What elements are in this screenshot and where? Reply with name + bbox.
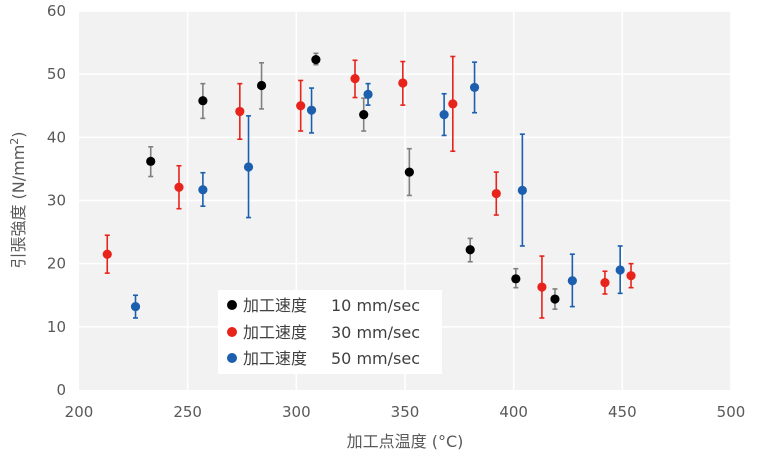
data-point — [517, 185, 527, 195]
y-tick-label: 0 — [56, 381, 66, 399]
y-tick-label: 40 — [47, 128, 66, 146]
data-point — [615, 265, 625, 275]
y-tick-label: 20 — [47, 255, 66, 273]
legend-box — [218, 290, 442, 374]
legend: 加工速度 10 mm/sec 加工速度 30 mm/sec 加工速度 50 mm… — [218, 290, 442, 374]
data-point — [448, 99, 458, 109]
legend-label-50-prefix: 加工速度 — [243, 349, 307, 368]
data-point — [404, 167, 414, 177]
y-axis-title-superscript: 2 — [8, 138, 21, 145]
x-axis-ticks: 200 250 300 350 400 450 500 — [65, 403, 746, 421]
data-point — [439, 109, 449, 120]
x-tick-label: 500 — [717, 403, 746, 421]
data-point — [296, 101, 306, 111]
x-tick-label: 350 — [391, 403, 420, 421]
data-point — [243, 162, 254, 172]
data-point — [198, 185, 208, 195]
legend-marker-10 — [227, 300, 237, 310]
data-point — [198, 96, 208, 106]
data-point — [550, 294, 560, 304]
gridlines — [79, 10, 732, 390]
data-point — [398, 78, 408, 88]
data-point — [465, 245, 475, 255]
legend-label-10-value: 10 mm/sec — [331, 296, 420, 315]
y-axis-title: 引張強度 (N/mm2) — [8, 131, 28, 268]
data-point — [363, 89, 373, 99]
data-point — [469, 82, 480, 93]
x-axis-title: 加工点温度 (°C) — [347, 432, 464, 451]
data-point — [174, 182, 184, 192]
data-point — [567, 276, 577, 286]
x-tick-label: 450 — [608, 403, 637, 421]
data-point — [130, 302, 141, 312]
legend-label-30-prefix: 加工速度 — [243, 323, 307, 342]
data-point — [537, 282, 547, 292]
y-tick-label: 30 — [47, 192, 66, 210]
data-point — [626, 271, 636, 281]
y-tick-label: 60 — [47, 2, 66, 20]
data-point — [306, 105, 317, 115]
data-point — [600, 278, 610, 288]
data-point — [491, 188, 501, 199]
legend-label-10-prefix: 加工速度 — [243, 296, 307, 315]
data-point — [359, 109, 369, 120]
x-tick-label: 250 — [173, 403, 202, 421]
legend-marker-30 — [227, 327, 237, 337]
y-tick-label: 10 — [47, 318, 66, 336]
legend-label-30-value: 30 mm/sec — [331, 323, 420, 342]
data-point — [235, 106, 245, 117]
data-point — [311, 55, 321, 65]
data-point — [146, 156, 156, 166]
y-axis-title-main: 引張強度 (N/mm — [9, 145, 28, 269]
legend-label-50-value: 50 mm/sec — [331, 349, 420, 368]
data-markers — [102, 55, 636, 312]
x-tick-label: 300 — [282, 403, 311, 421]
x-tick-label: 200 — [65, 403, 94, 421]
x-tick-label: 400 — [499, 403, 528, 421]
y-tick-label: 50 — [47, 65, 66, 83]
data-point — [511, 274, 521, 284]
y-axis-title-tail: ) — [9, 131, 28, 137]
data-point — [350, 73, 360, 84]
y-axis-ticks: 0 10 20 30 40 50 60 — [47, 2, 66, 399]
legend-marker-50 — [227, 353, 237, 363]
data-point — [102, 249, 112, 259]
data-point — [256, 80, 267, 91]
